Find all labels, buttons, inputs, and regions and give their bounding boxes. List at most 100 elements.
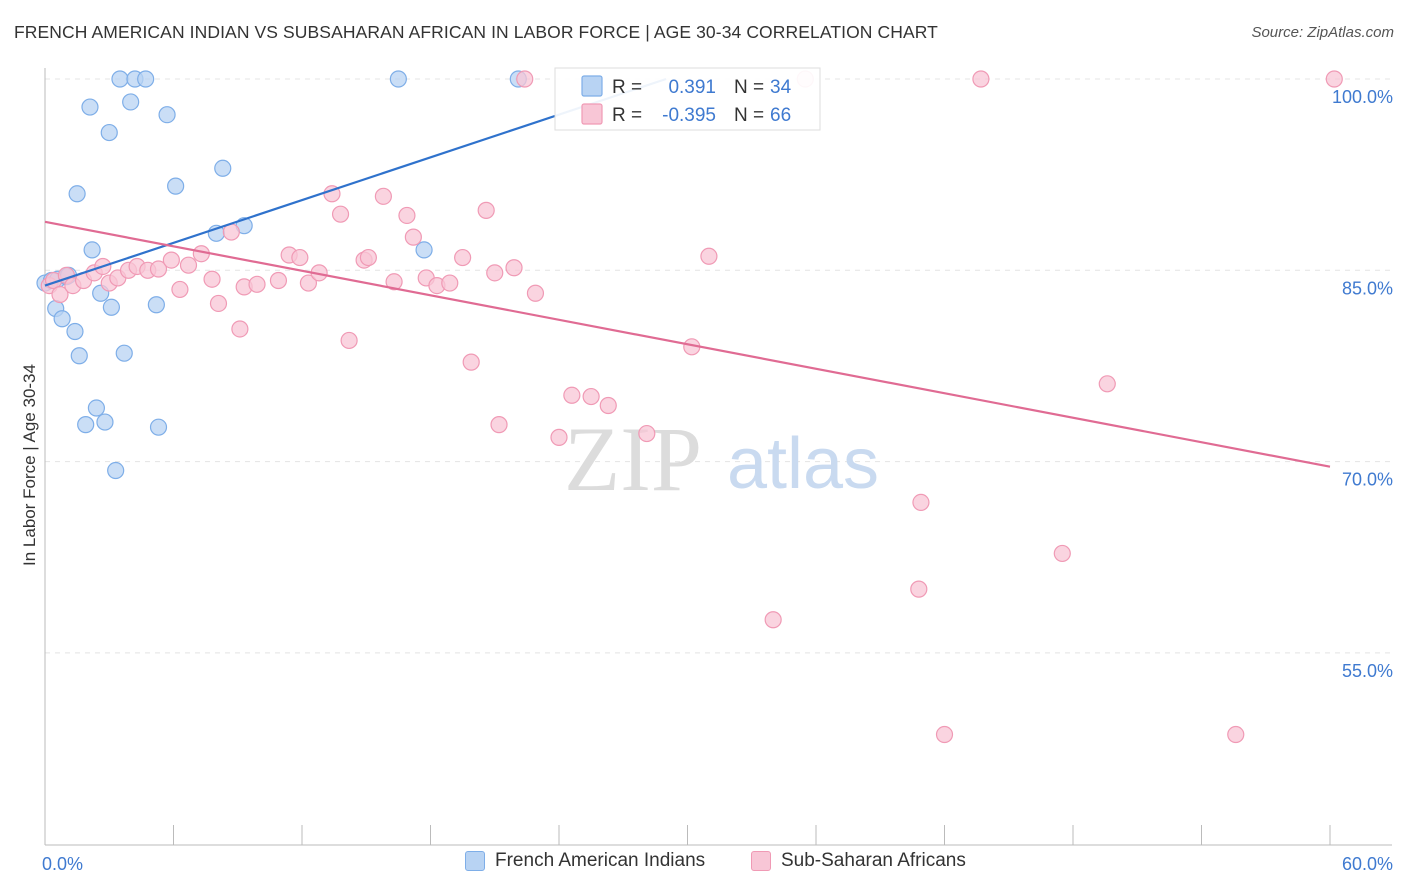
point-sub-saharan-african [398,206,416,225]
y-axis-label: In Labor Force | Age 30-34 [20,364,39,566]
point-french-american-indian [415,241,433,259]
gridlines [45,78,1392,654]
point-french-american-indian [389,70,407,88]
axes [44,68,1392,846]
legend-item-french-american-indians[interactable]: French American Indians [465,850,705,872]
point-french-american-indian [147,296,165,314]
point-french-american-indian [100,123,118,142]
trend-line-pink [44,220,1331,468]
point-sub-saharan-african [486,264,504,282]
legend-item-sub-saharan-africans[interactable]: Sub-Saharan Africans [751,850,966,872]
point-sub-saharan-african [269,271,288,290]
watermark-atlas: atlas [727,424,879,504]
point-sub-saharan-african [764,611,782,629]
point-sub-saharan-african [1053,544,1071,563]
data-points [36,70,1343,744]
stats-n-value: 66 [770,105,791,126]
stats-swatch [581,75,603,97]
x-tick-label: 0.0% [42,854,83,874]
point-sub-saharan-african [248,275,266,293]
point-french-american-indian [107,461,125,480]
point-sub-saharan-african [454,248,472,267]
point-french-american-indian [66,322,84,341]
point-sub-saharan-african [203,270,221,288]
y-tick-label: 85.0% [1342,278,1393,298]
point-sub-saharan-african [526,284,545,302]
bottom-legend: French American Indians Sub-Saharan Afri… [0,850,1406,880]
point-sub-saharan-african [291,248,309,267]
point-sub-saharan-african [700,247,718,265]
point-sub-saharan-african [1098,375,1116,393]
point-sub-saharan-african [340,331,358,350]
legend-label: French American Indians [495,850,706,871]
point-french-american-indian [68,185,86,203]
point-sub-saharan-african [385,273,403,291]
chart-title: FRENCH AMERICAN INDIAN VS SUBSAHARAN AFR… [14,22,938,42]
chart-source: Source: ZipAtlas.com [1251,24,1394,41]
point-french-american-indian [149,418,168,436]
point-sub-saharan-african [505,259,523,277]
stats-n-label: N = [734,105,764,126]
point-sub-saharan-african [209,294,228,313]
legend-label: Sub-Saharan Africans [781,850,966,871]
point-french-american-indian [102,298,120,316]
point-sub-saharan-african [171,280,189,299]
point-french-american-indian [111,70,129,88]
point-sub-saharan-african [51,285,69,304]
point-sub-saharan-african [912,493,930,512]
point-sub-saharan-african [231,320,249,338]
point-sub-saharan-african [374,187,392,205]
point-french-american-indian [158,106,176,124]
point-sub-saharan-african [599,396,617,415]
stats-r-value: 0.391 [668,77,716,98]
stats-r-label: R = [612,105,642,126]
point-sub-saharan-african [490,416,508,434]
legend-swatch-blue [465,851,485,871]
point-french-american-indian [167,177,185,195]
point-sub-saharan-african [582,387,600,406]
stats-swatch [581,103,603,125]
stats-r-value: -0.395 [662,105,716,126]
x-tick-label: 60.0% [1342,854,1393,874]
point-sub-saharan-african [516,70,534,88]
point-sub-saharan-african [404,228,422,246]
point-french-american-indian [115,344,133,362]
point-sub-saharan-african [910,580,928,598]
stats-n-label: N = [734,77,764,98]
point-sub-saharan-african [462,353,480,371]
point-french-american-indian [53,310,71,328]
y-tick-label: 100.0% [1332,87,1393,107]
point-french-american-indian [96,413,114,431]
point-french-american-indian [70,347,88,365]
point-sub-saharan-african [149,260,168,278]
point-sub-saharan-african [299,274,318,292]
point-sub-saharan-african [550,428,568,446]
point-french-american-indian [87,399,106,417]
tick-labels: 100.0% 85.0% 70.0% 55.0% 0.0% 60.0% [42,87,1393,874]
watermark-zip: ZIP [564,408,702,510]
point-sub-saharan-african [477,201,495,219]
stats-legend: R = 0.391 N = 34 R = -0.395 N = 66 [554,67,821,131]
stats-r-label: R = [612,77,642,98]
y-tick-label: 55.0% [1342,661,1393,681]
point-sub-saharan-african [179,256,198,274]
point-sub-saharan-african [972,70,990,88]
point-sub-saharan-african [331,205,350,223]
point-french-american-indian [77,416,95,434]
y-tick-label: 70.0% [1342,470,1393,490]
point-french-american-indian [137,70,155,88]
point-french-american-indian [122,93,140,111]
stats-n-value: 34 [770,77,792,98]
point-sub-saharan-african [162,251,180,269]
point-sub-saharan-african [359,248,377,267]
legend-swatch-pink [751,851,771,871]
point-french-american-indian [83,241,101,259]
point-sub-saharan-african [935,725,954,744]
point-sub-saharan-african [638,424,656,443]
point-sub-saharan-african [1325,70,1343,88]
point-sub-saharan-african [1227,725,1245,744]
point-sub-saharan-african [441,274,459,292]
point-french-american-indian [214,159,232,177]
point-french-american-indian [81,98,99,116]
